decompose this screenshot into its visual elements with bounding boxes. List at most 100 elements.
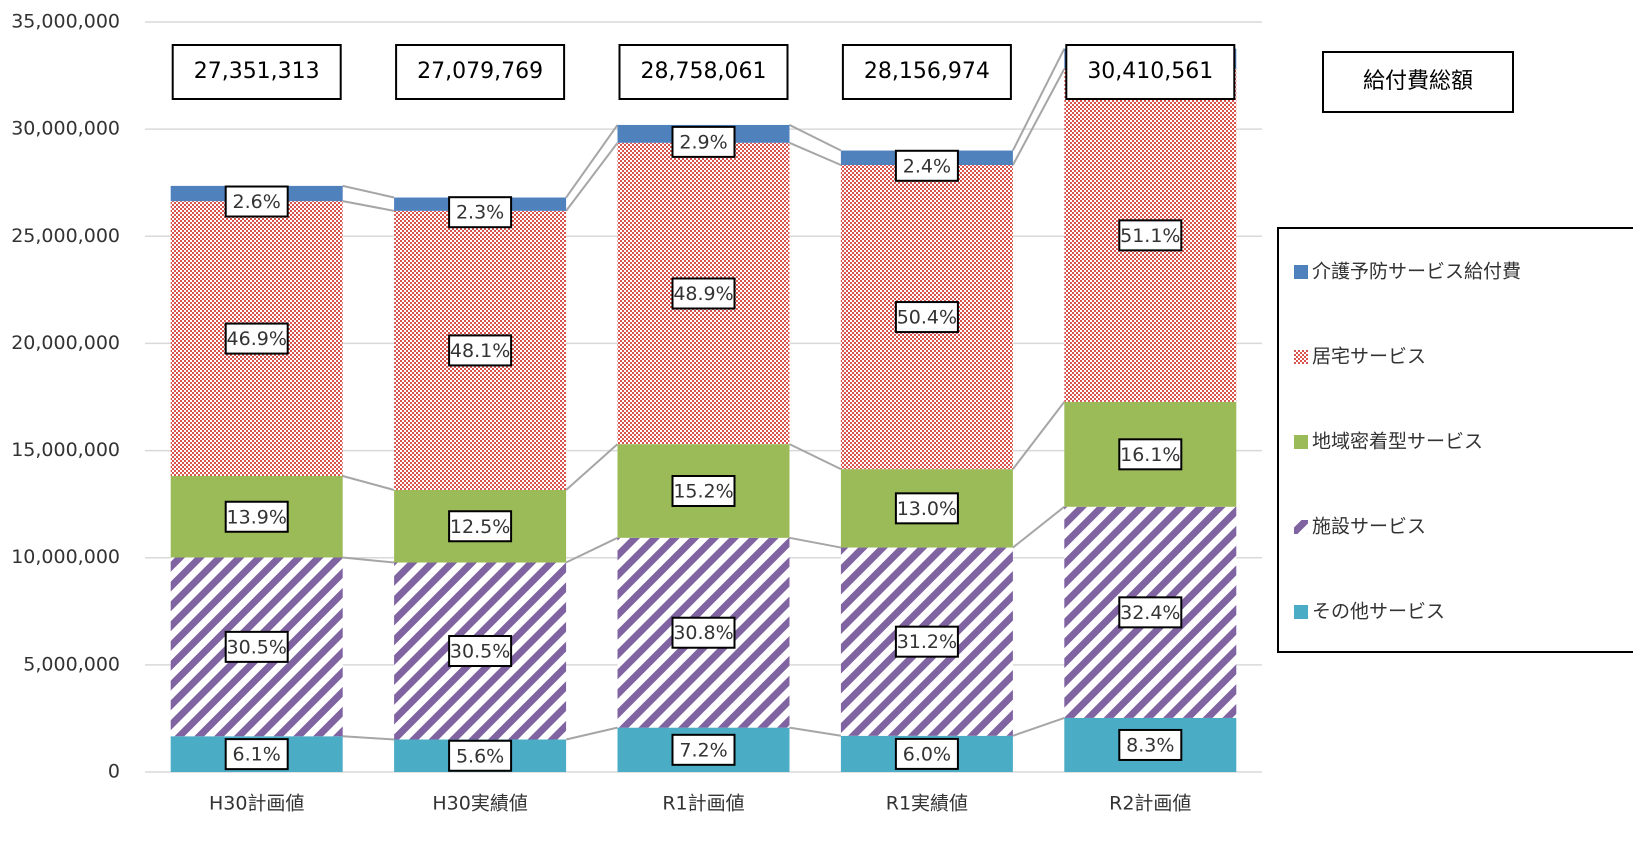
data-label-box [1118,596,1183,629]
connector [789,124,842,152]
totals-title: 給付費総額 [1363,69,1473,94]
data-label-box [1118,728,1183,761]
connector [565,124,619,199]
legend-label: 居宅サービス [1312,346,1426,368]
data-label-box [894,149,959,182]
total-label: 28,156,974 [864,59,990,84]
legend-marker [1294,350,1308,364]
connector [342,475,395,491]
y-tick-label: 5,000,000 [23,653,120,675]
data-label-box [224,630,289,663]
legend-marker [1294,520,1308,534]
connector [342,200,395,212]
data-label-box [448,196,513,229]
connector [1012,68,1066,166]
data-label: 31.2% [897,631,957,653]
data-label-box [1118,438,1183,471]
data-label: 6.1% [233,744,281,766]
x-tick-label: R1計画値 [662,793,744,815]
data-label: 2.4% [903,155,951,177]
y-tick-label: 20,000,000 [11,332,120,354]
data-label-box [894,737,959,770]
data-label-box [224,500,289,533]
connector [1012,505,1065,549]
data-label: 2.6% [233,191,281,213]
total-box [395,44,566,100]
legend-label: 介護予防サービス給付費 [1312,261,1521,283]
connector [789,726,842,737]
data-label: 2.9% [679,131,727,153]
data-label: 32.4% [1120,602,1180,624]
legend-label: 地域密着型サービス [1312,431,1483,453]
legend-label: その他サービス [1312,601,1445,623]
data-label: 13.9% [227,506,287,528]
data-label-box [448,739,513,772]
data-label-box [894,625,959,658]
data-label: 51.1% [1120,225,1180,247]
data-label: 50.4% [897,307,957,329]
data-label-box [671,125,736,158]
data-label-box [1118,219,1183,252]
total-label: 27,079,769 [417,59,543,84]
data-label-box [224,322,289,355]
data-label: 8.3% [1126,734,1174,756]
x-tick-label: R1実績値 [886,793,968,815]
y-tick-label: 25,000,000 [11,225,120,247]
connector [565,536,618,564]
connector [789,141,842,166]
data-label: 16.1% [1120,444,1180,466]
legend-marker [1294,265,1308,279]
data-label: 2.3% [456,202,504,224]
data-label-box [671,474,736,507]
connector [1012,401,1066,470]
connector [342,184,395,199]
data-label: 12.5% [450,516,510,538]
connector [342,735,395,741]
connector [565,726,618,741]
total-label: 27,351,313 [194,59,320,84]
y-tick-label: 15,000,000 [11,439,120,461]
x-tick-label: H30実績値 [432,793,527,815]
data-label-box [671,733,736,766]
y-tick-label: 0 [108,761,120,783]
legend-marker [1294,435,1308,449]
connector [565,443,619,491]
data-label-box [894,301,959,334]
total-label: 30,410,561 [1087,59,1213,84]
connector [1012,48,1066,151]
y-tick-label: 30,000,000 [11,118,120,140]
data-label: 13.0% [897,498,957,520]
connector [789,443,842,471]
data-label-box [224,738,289,771]
total-box [171,44,342,100]
data-label: 48.9% [673,283,733,305]
data-label: 48.1% [450,340,510,362]
data-label: 30.5% [227,636,287,658]
data-label: 6.0% [903,743,951,765]
connector [342,556,395,564]
legend-label: 施設サービス [1312,516,1426,538]
total-label: 28,758,061 [641,59,767,84]
total-box [618,44,789,100]
data-label-box [448,334,513,367]
y-tick-label: 10,000,000 [11,546,120,568]
legend [1277,227,1633,653]
data-label: 30.8% [673,622,733,644]
data-label-box [671,277,736,310]
legend-marker [1294,605,1308,619]
connector [789,536,842,549]
y-tick-label: 35,000,000 [11,11,120,33]
data-label-box [894,492,959,525]
connector [565,142,619,212]
data-label: 7.2% [679,739,727,761]
data-label: 15.2% [673,480,733,502]
data-label: 5.6% [456,745,504,767]
data-label: 46.9% [227,328,287,350]
data-label-box [224,185,289,218]
data-label-box [671,616,736,649]
totals-title-box [1322,51,1514,113]
data-label-box [448,510,513,543]
data-label: 30.5% [450,641,510,663]
connector [1012,716,1065,737]
